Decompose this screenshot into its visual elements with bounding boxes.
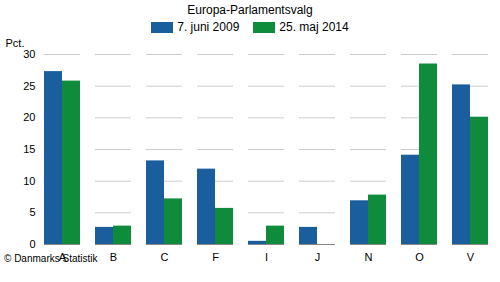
html-text:Europa-Parlamentsvalg: Europa-Parlamentsvalg <box>187 3 313 17</box>
html-text:7. juni 2009: 7. juni 2009 <box>177 20 240 34</box>
svg-text:0: 0 <box>29 238 35 250</box>
svg-text:O: O <box>415 251 424 263</box>
svg-text:V: V <box>467 251 475 263</box>
html-text:25. maj 2014: 25. maj 2014 <box>279 20 349 34</box>
svg-text:5: 5 <box>29 206 35 218</box>
svg-text:20: 20 <box>23 111 35 123</box>
svg-text:10: 10 <box>23 175 35 187</box>
html-text:© Danmarks Statistik: © Danmarks Statistik <box>4 253 98 264</box>
svg-text:25: 25 <box>23 80 35 92</box>
svg-text:N: N <box>365 251 373 263</box>
svg-text:C: C <box>161 251 169 263</box>
svg-text:J: J <box>315 251 321 263</box>
svg-text:F: F <box>212 251 219 263</box>
svg-text:Pct.: Pct. <box>6 37 25 49</box>
svg-text:I: I <box>265 251 268 263</box>
svg-text:30: 30 <box>23 48 35 60</box>
svg-text:15: 15 <box>23 143 35 155</box>
svg-text:B: B <box>110 251 117 263</box>
